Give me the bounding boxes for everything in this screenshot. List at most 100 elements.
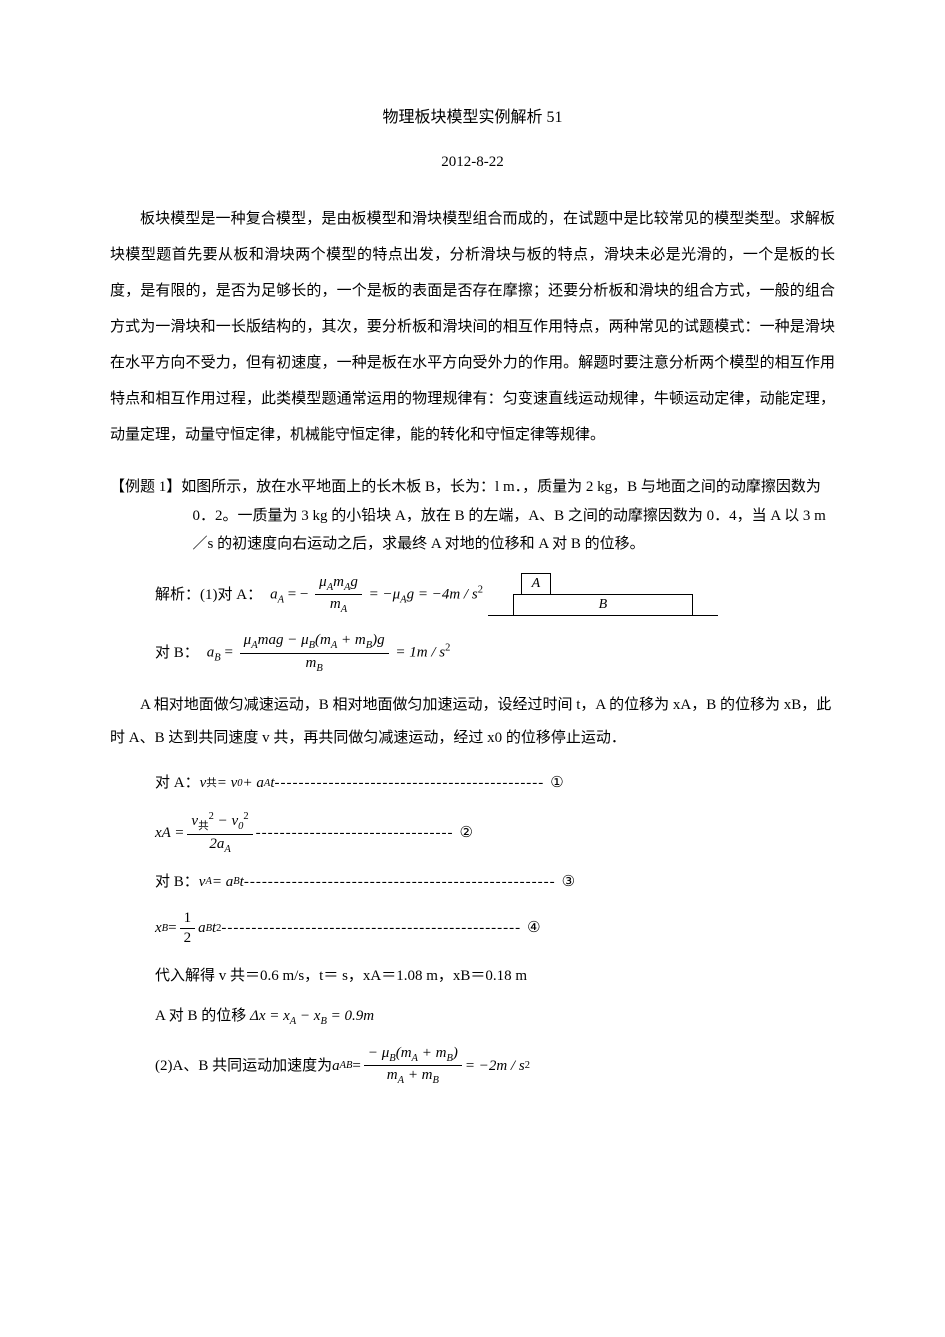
- formula-sub: 共: [198, 821, 209, 832]
- dots: ----------------------------------------…: [275, 769, 545, 798]
- denominator: 2aA: [205, 835, 234, 857]
- formula-text: + m: [404, 1067, 432, 1083]
- circled-number: ③: [562, 868, 575, 897]
- formula-text: = a: [212, 868, 233, 897]
- formula-text: = 0.9m: [331, 1008, 374, 1024]
- formula-sub: AB: [340, 1056, 353, 1076]
- dots: ---------------------------------: [256, 819, 454, 848]
- formula-text: =: [224, 645, 236, 661]
- formula-sub: B: [316, 663, 322, 674]
- numerator: − μB(mA + mB): [364, 1044, 462, 1067]
- formula-var: g: [350, 574, 358, 590]
- block-a: A: [521, 573, 551, 595]
- formula-sub: 0: [238, 821, 243, 832]
- formula-text: Δx = x: [250, 1008, 290, 1024]
- formula-var: m: [333, 574, 344, 590]
- formula-sup: 2: [243, 811, 248, 822]
- numerator: μAmAg: [315, 573, 362, 596]
- numerator: v共2 − v02: [187, 810, 252, 835]
- formula-var: a: [332, 1052, 340, 1081]
- formula-var: m: [306, 655, 317, 671]
- formula-sup: 2: [209, 811, 214, 822]
- fraction: 1 2: [180, 909, 196, 949]
- formula-var: m: [387, 1067, 398, 1083]
- numerator: 1: [180, 909, 196, 930]
- formula-aB-row: 对 B： aB = μAmag − μB(mA + mB)g mB = 1m /…: [110, 631, 835, 675]
- denominator: mA: [326, 595, 351, 617]
- dots: ----------------------------------------…: [221, 914, 521, 943]
- formula-sup: 2: [478, 584, 483, 595]
- formula-sub: A: [290, 1016, 296, 1027]
- formula-sub: 共: [206, 774, 217, 794]
- part2-line: (2)A、B 共同运动加速度为 aAB = − μB(mA + mB) mA +…: [110, 1044, 835, 1088]
- formula-var: x: [155, 914, 162, 943]
- delta-x-line: A 对 B 的位移 Δx = xA − xB = 0.9m: [110, 1001, 835, 1032]
- circled-number: ②: [459, 819, 472, 848]
- formula-text: = −μ: [369, 586, 401, 602]
- formula-var: μ: [319, 574, 327, 590]
- values-line: 代入解得 v 共＝0.6 m/s，t＝ s，xA＝1.08 m，xB＝0.18 …: [110, 961, 835, 991]
- equation-4: xB = 1 2 aB t2 -------------------------…: [110, 909, 835, 949]
- equation-3: 对 B： vA = aB t -------------------------…: [110, 868, 835, 897]
- formula-sub: B: [320, 1016, 326, 1027]
- ground-line: [488, 615, 718, 616]
- formula-text: − v: [218, 813, 239, 829]
- label: A 对 B 的位移: [155, 1008, 246, 1024]
- formula-text: − μ: [368, 1045, 389, 1061]
- example-text: 【例题 1】如图所示，放在水平地面上的长木板 B，长为：l m．，质量为 2 k…: [110, 473, 835, 559]
- denominator: 2: [180, 929, 196, 949]
- formula-sub: B: [433, 1075, 439, 1086]
- fraction: v共2 − v02 2aA: [187, 810, 252, 856]
- formula-aB: aB = μAmag − μB(mA + mB)g mB = 1m / s2: [207, 631, 451, 675]
- example-block: 【例题 1】如图所示，放在水平地面上的长木板 B，长为：l m．，质量为 2 k…: [110, 473, 835, 1088]
- introduction-paragraph: 板块模型是一种复合模型，是由板模型和滑块模型组合而成的，在试题中是比较常见的模型…: [110, 201, 835, 453]
- fraction: − μB(mA + mB) mA + mB: [364, 1044, 462, 1088]
- solution-label: 解析：(1)对 A：: [155, 578, 262, 613]
- formula-var: a: [270, 586, 278, 602]
- formula-text: 2a: [209, 836, 224, 852]
- formula-sup: 2: [525, 1056, 530, 1076]
- label: (2)A、B 共同运动加速度为: [155, 1052, 332, 1081]
- block-diagram: A B: [513, 573, 718, 616]
- formula-text: − x: [300, 1008, 321, 1024]
- document-title: 物理板块模型实例解析 51: [110, 100, 835, 137]
- formula-text: = v: [217, 769, 238, 798]
- formula-aA: aA = − μAmAg mA = −μAg = −4m / s2: [270, 573, 483, 617]
- dots: ----------------------------------------…: [244, 868, 556, 897]
- formula-text: )g: [372, 632, 385, 648]
- formula-text: a: [198, 914, 206, 943]
- circled-number: ④: [527, 914, 540, 943]
- denominator: mA + mB: [383, 1066, 443, 1088]
- solution-part1-row: 解析：(1)对 A： a A = − μAmAg mA = −μ Ag = −4m …: [110, 573, 835, 617]
- equation-1: 对 A： v共 = v0 + aA t --------------------…: [110, 769, 835, 798]
- formula-text: + a: [243, 769, 264, 798]
- block-b: B: [513, 594, 693, 616]
- formula-text: ): [453, 1045, 458, 1061]
- numerator: μAmag − μB(mA + mB)g: [240, 631, 389, 654]
- denominator: mB: [302, 654, 327, 676]
- circled-number: ①: [550, 769, 563, 798]
- formula-text: mag − μ: [258, 632, 309, 648]
- example-label: 【例题 1】: [110, 479, 181, 495]
- equation-2: xA = v共2 − v02 2aA ---------------------…: [110, 810, 835, 856]
- formula-sub: A: [224, 844, 230, 855]
- formula-text: = 1m / s: [395, 645, 445, 661]
- fraction: μAmAg mA: [315, 573, 362, 617]
- formula-text: + m: [418, 1045, 446, 1061]
- fraction: μAmag − μB(mA + mB)g mB: [240, 631, 389, 675]
- label-b: 对 B：: [155, 636, 199, 671]
- example-body: 如图所示，放在水平地面上的长木板 B，长为：l m．，质量为 2 kg，B 与地…: [181, 479, 826, 552]
- formula-text: g = −4m / s: [407, 586, 478, 602]
- formula-text: + m: [337, 632, 365, 648]
- formula-sup: 2: [445, 643, 450, 654]
- eq-label: 对 B：: [155, 868, 199, 897]
- eq-label: 对 A：: [155, 769, 200, 798]
- formula-text: = −2m / s: [465, 1052, 525, 1081]
- formula-text: = −: [288, 586, 309, 602]
- formula-var: xA =: [155, 819, 184, 848]
- formula-sub: A: [341, 604, 347, 615]
- formula-text: (m: [396, 1045, 412, 1061]
- formula-var: v: [200, 769, 207, 798]
- document-date: 2012-8-22: [110, 145, 835, 180]
- mid-paragraph: A 相对地面做匀减速运动，B 相对地面做匀加速运动，设经过时间 t，A 的位移为…: [110, 689, 835, 755]
